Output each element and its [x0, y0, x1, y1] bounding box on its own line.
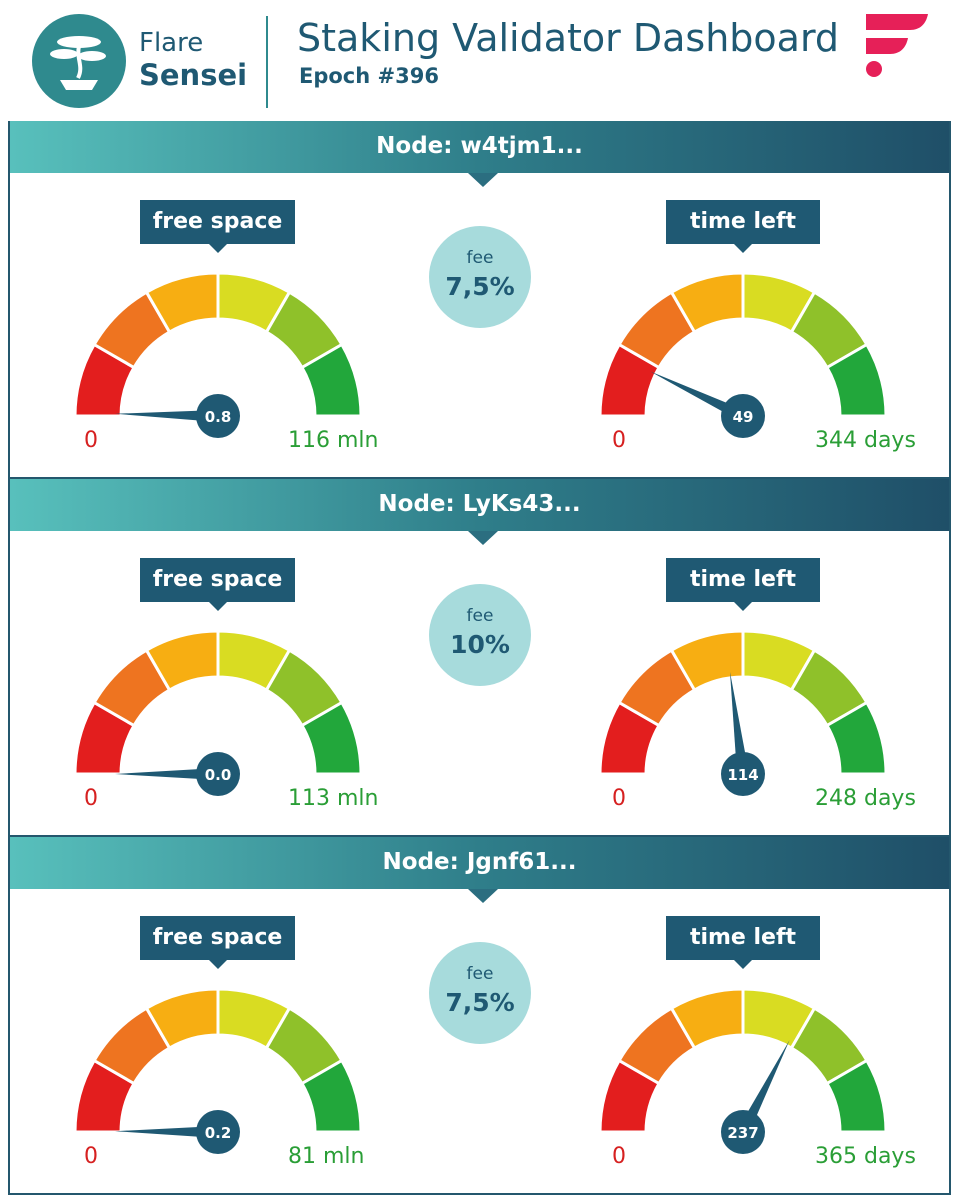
gauge-value-label: 0.0: [205, 766, 232, 784]
free-space-tag: free space: [140, 558, 295, 611]
time-left-max-label: 365 days: [815, 1144, 916, 1169]
page-title: Staking Validator Dashboard: [297, 16, 840, 60]
time-left-min-label: 0: [612, 428, 626, 453]
free-space-tag-pointer: [208, 960, 227, 969]
free-space-gauge: 0.2: [73, 987, 373, 1166]
fee-label: fee: [466, 606, 494, 626]
free-space-max-label: 113 mln: [288, 786, 379, 811]
free-space-tag: free space: [140, 200, 295, 253]
node-title: Node: Jgnf61...: [382, 849, 577, 875]
node-header: Node: w4tjm1...: [10, 121, 949, 187]
time-left-gauge: 114: [598, 629, 898, 808]
node-panel: Node: LyKs43... free space time left fee…: [8, 479, 951, 837]
time-left-label: time left: [689, 209, 797, 234]
free-space-tag-pointer: [208, 244, 227, 253]
node-body: free space time left fee 7,5% 0 81 mln 0…: [10, 889, 949, 1193]
gauge-value-label: 49: [733, 408, 754, 426]
node-panel: Node: w4tjm1... free space time left fee…: [8, 121, 951, 479]
gauge-segment-green: [824, 1058, 888, 1134]
gauge-value-label: 0.8: [205, 408, 232, 426]
gauge-value-label: 237: [727, 1124, 758, 1142]
fee-label: fee: [466, 964, 494, 984]
gauge-needle: [115, 410, 219, 422]
time-left-tag-pointer: [734, 602, 752, 611]
bonsai-tree-icon: [32, 14, 126, 108]
gauge-hub: [196, 752, 240, 796]
brand-name-top: Flare: [139, 28, 204, 58]
time-left-tag: time left: [666, 200, 820, 253]
header-divider: [266, 16, 268, 108]
time-left-max-label: 344 days: [815, 428, 916, 453]
gauge-hub: [721, 394, 765, 438]
time-left-tag-pointer: [734, 960, 752, 969]
node-header: Node: LyKs43...: [10, 479, 949, 545]
gauge-needle: [729, 671, 749, 775]
time-left-label: time left: [689, 567, 797, 592]
time-left-min-label: 0: [612, 1144, 626, 1169]
free-space-gauge: 0.0: [73, 629, 373, 808]
fee-value: 10%: [450, 630, 510, 659]
gauge-needle: [115, 768, 218, 780]
node-panel: Node: Jgnf61... free space time left fee…: [8, 837, 951, 1195]
gauge-segment-green: [824, 342, 888, 418]
gauge-segment-green: [299, 700, 363, 776]
free-space-min-label: 0: [84, 428, 98, 453]
gauge-hub: [721, 1110, 765, 1154]
fee-label: fee: [466, 248, 494, 268]
node-header: Node: Jgnf61...: [10, 837, 949, 903]
free-space-tag-pointer: [208, 602, 227, 611]
node-header-pointer: [468, 173, 498, 187]
gauge-needle: [650, 371, 746, 422]
gauge-segment-green: [824, 700, 888, 776]
fee-value: 7,5%: [445, 272, 515, 301]
fee-badge: fee 7,5%: [429, 942, 531, 1044]
gauge-value-label: 114: [727, 766, 758, 784]
brand-name-bottom: Sensei: [139, 58, 248, 92]
epoch-label: Epoch #396: [299, 64, 439, 88]
time-left-max-label: 248 days: [815, 786, 916, 811]
time-left-gauge: 237: [598, 987, 898, 1166]
fee-value: 7,5%: [445, 988, 515, 1017]
gauge-needle: [115, 1126, 219, 1138]
free-space-min-label: 0: [84, 786, 98, 811]
gauge-needle: [737, 1040, 790, 1135]
free-space-label: free space: [152, 925, 283, 950]
time-left-tag-pointer: [734, 244, 752, 253]
time-left-label: time left: [689, 925, 797, 950]
time-left-min-label: 0: [612, 786, 626, 811]
gauge-hub: [196, 394, 240, 438]
node-header-pointer: [468, 889, 498, 903]
gauge-segment-green: [299, 1058, 363, 1134]
free-space-label: free space: [152, 209, 283, 234]
gauge-hub: [196, 1110, 240, 1154]
free-space-tag: free space: [140, 916, 295, 969]
gauge-segment-green: [299, 342, 363, 418]
time-left-gauge: 49: [598, 271, 898, 450]
time-left-tag: time left: [666, 558, 820, 611]
flare-logo-icon: [862, 14, 930, 78]
free-space-label: free space: [152, 567, 283, 592]
time-left-tag: time left: [666, 916, 820, 969]
node-title: Node: LyKs43...: [378, 491, 581, 517]
node-body: free space time left fee 10% 0 113 mln 0…: [10, 531, 949, 835]
node-body: free space time left fee 7,5% 0 116 mln …: [10, 173, 949, 477]
node-title: Node: w4tjm1...: [376, 133, 583, 159]
node-header-pointer: [468, 531, 498, 545]
free-space-gauge: 0.8: [73, 271, 373, 450]
fee-badge: fee 7,5%: [429, 226, 531, 328]
fee-badge: fee 10%: [429, 584, 531, 686]
free-space-max-label: 116 mln: [288, 428, 379, 453]
dashboard-header: Flare Sensei Staking Validator Dashboard…: [0, 0, 960, 118]
free-space-max-label: 81 mln: [288, 1144, 365, 1169]
free-space-min-label: 0: [84, 1144, 98, 1169]
gauge-hub: [721, 752, 765, 796]
gauge-value-label: 0.2: [205, 1124, 232, 1142]
